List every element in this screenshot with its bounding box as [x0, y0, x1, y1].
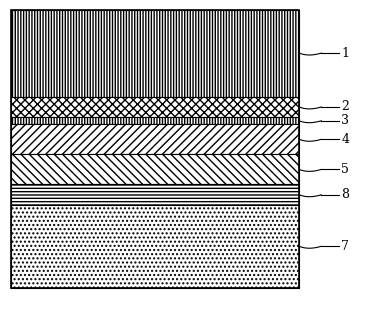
Bar [11, 124, 299, 154]
Text: 8: 8 [341, 188, 349, 201]
Bar [11, 117, 299, 124]
Text: 7: 7 [341, 240, 349, 253]
Text: 2: 2 [341, 100, 349, 113]
Text: 4: 4 [341, 133, 349, 146]
Text: 5: 5 [341, 163, 349, 176]
Text: 3: 3 [341, 114, 349, 127]
Text: 1: 1 [341, 47, 349, 60]
Bar [11, 10, 299, 288]
Bar [11, 154, 299, 184]
Bar [11, 184, 299, 205]
Bar [11, 97, 299, 117]
Bar [11, 205, 299, 288]
Bar [11, 10, 299, 97]
